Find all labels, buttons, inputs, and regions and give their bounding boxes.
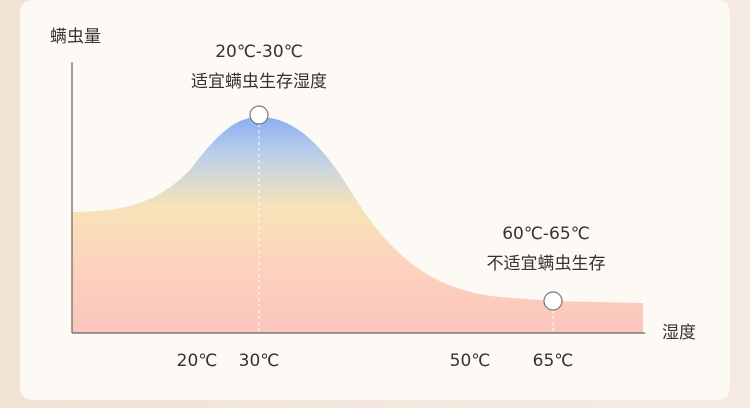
annotation-text: 不适宜螨虫生存 [487, 254, 606, 274]
x-axis-label: 湿度 [662, 323, 696, 343]
marker [249, 105, 269, 125]
annotation-range: 60℃-65℃ [502, 224, 590, 244]
marker [543, 291, 563, 311]
card [20, 0, 730, 400]
x-tick-label: 20℃ [177, 351, 218, 371]
x-tick-label: 65℃ [533, 351, 574, 371]
curve-area [72, 117, 643, 333]
y-axis-label: 螨虫量 [50, 27, 101, 47]
annotation-range: 20℃-30℃ [215, 42, 303, 62]
x-tick-label: 50℃ [450, 351, 491, 371]
annotation-text: 适宜螨虫生存湿度 [191, 72, 327, 92]
x-tick-label: 30℃ [239, 351, 280, 371]
